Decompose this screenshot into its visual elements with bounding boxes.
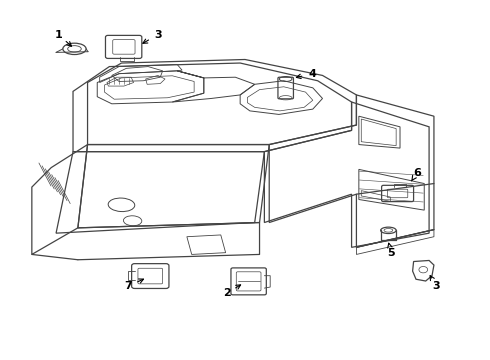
Text: 4: 4: [309, 69, 317, 79]
Text: 3: 3: [154, 30, 162, 40]
Text: 3: 3: [433, 281, 440, 291]
Text: 7: 7: [124, 281, 132, 291]
Text: 1: 1: [54, 30, 62, 40]
Text: 5: 5: [388, 248, 395, 258]
Text: 6: 6: [413, 168, 421, 178]
Text: 2: 2: [223, 288, 230, 298]
